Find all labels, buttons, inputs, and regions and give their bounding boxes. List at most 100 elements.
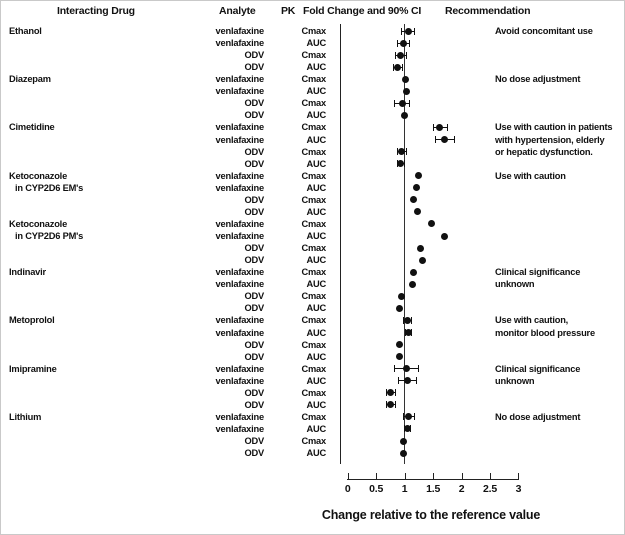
ci-cap-left (385, 389, 387, 397)
ci-cap-left (385, 401, 387, 409)
drug-label: Ketoconazole (9, 170, 68, 181)
drug-label: Indinavir (9, 267, 46, 278)
ci-cap-left (394, 99, 396, 107)
analyte-label: venlafaxine (215, 122, 265, 133)
analyte-label: venlafaxine (215, 267, 265, 278)
ci-cap-left (432, 123, 434, 131)
drug-label: Metoprolol (9, 315, 55, 326)
pk-label: AUC (306, 327, 326, 338)
data-point (403, 377, 411, 385)
pk-label: AUC (306, 303, 326, 314)
recommendation-line: Avoid concomitant use (495, 26, 593, 36)
data-point (398, 99, 406, 107)
axis-tick (518, 473, 520, 479)
data-point (414, 208, 422, 216)
pk-label: AUC (306, 279, 326, 290)
ci-cap-right (414, 27, 416, 35)
pk-label: Cmax (301, 194, 326, 205)
ci-cap-left (402, 413, 404, 421)
ci-cap-right (411, 316, 413, 324)
ci-cap-left (392, 63, 394, 71)
pk-label: Cmax (301, 170, 326, 181)
data-point (418, 256, 426, 264)
axis-tick (376, 473, 378, 479)
ci-cap-left (400, 27, 402, 35)
analyte-label: ODV (244, 146, 264, 157)
recommendation-line: Clinical significance (495, 363, 581, 374)
pk-label: AUC (306, 255, 326, 266)
axis-tick (433, 473, 435, 479)
analyte-label: venlafaxine (215, 134, 265, 145)
recommendation-line: Use with caution (495, 170, 566, 181)
ci-cap-right (413, 413, 415, 421)
ci-cap-left (434, 136, 436, 144)
recommendation-line: unknown (495, 375, 535, 386)
data-point (394, 63, 402, 71)
column-header-analyte: Analyte (219, 5, 256, 17)
axis-tick (347, 473, 349, 479)
pk-label: Cmax (301, 74, 326, 85)
analyte-label: venlafaxine (215, 74, 265, 85)
data-point (396, 353, 403, 361)
data-point (397, 292, 405, 300)
pk-label: AUC (306, 134, 326, 145)
analyte-label: ODV (244, 351, 264, 362)
drug-sublabel: in CYP2D6 PM's (15, 231, 84, 242)
recommendation-line: No dose adjustment (495, 74, 581, 85)
column-header-interacting-drug: Interacting Drug (57, 5, 135, 17)
pk-label: Cmax (301, 98, 326, 109)
pk-label: AUC (306, 38, 326, 49)
analyte-label: ODV (244, 98, 264, 109)
analyte-label: ODV (244, 387, 264, 398)
recommendation-line: unknown (495, 279, 535, 290)
recommendation-line: or hepatic dysfunction. (495, 146, 593, 157)
axis-tick-label: 1 (401, 483, 408, 495)
analyte-label: venlafaxine (215, 170, 265, 181)
axis-tick-label: 0.5 (369, 483, 384, 495)
analyte-label: ODV (244, 62, 264, 73)
ci-cap-left (396, 39, 398, 47)
axis-tick-label: 0 (344, 483, 351, 495)
data-point (397, 160, 405, 168)
axis-tick (461, 473, 463, 479)
data-point (396, 304, 403, 312)
pk-label: Cmax (301, 122, 326, 133)
axis-tick (490, 473, 492, 479)
ci-cap-left (393, 365, 395, 373)
analyte-label: ODV (244, 303, 264, 314)
recommendation-line: Clinical significance (495, 267, 581, 278)
data-point (413, 184, 421, 192)
data-point (408, 280, 416, 288)
analyte-label: ODV (244, 194, 264, 205)
recommendation-line: Use with caution in patients (495, 122, 613, 133)
data-point (398, 148, 406, 156)
ci-cap-right (405, 51, 407, 59)
pk-label: AUC (306, 448, 326, 459)
pk-label: AUC (306, 399, 326, 410)
data-point (417, 244, 425, 252)
pk-label: Cmax (301, 411, 326, 422)
pk-label: Cmax (301, 363, 326, 374)
ci-cap-right (409, 39, 411, 47)
analyte-label: ODV (244, 436, 264, 447)
pk-label: Cmax (301, 291, 326, 302)
axis-tick-label: 2.5 (483, 483, 498, 495)
data-point (440, 232, 448, 240)
analyte-label: ODV (244, 158, 264, 169)
data-point (409, 196, 417, 204)
pk-label: Cmax (301, 267, 326, 278)
pk-label: Cmax (301, 218, 326, 229)
axis-tick-label: 3 (515, 483, 522, 495)
column-header-pk: PK (281, 5, 296, 17)
analyte-label: venlafaxine (215, 327, 265, 338)
analyte-label: ODV (244, 399, 264, 410)
analyte-label: venlafaxine (215, 38, 265, 49)
data-point (440, 136, 448, 144)
analyte-label: ODV (244, 206, 264, 217)
analyte-label: venlafaxine (215, 375, 265, 386)
pk-label: AUC (306, 375, 326, 386)
recommendation-line: No dose adjustment (495, 411, 581, 422)
ci-cap-right (415, 377, 417, 385)
ci-cap-right (405, 148, 407, 156)
